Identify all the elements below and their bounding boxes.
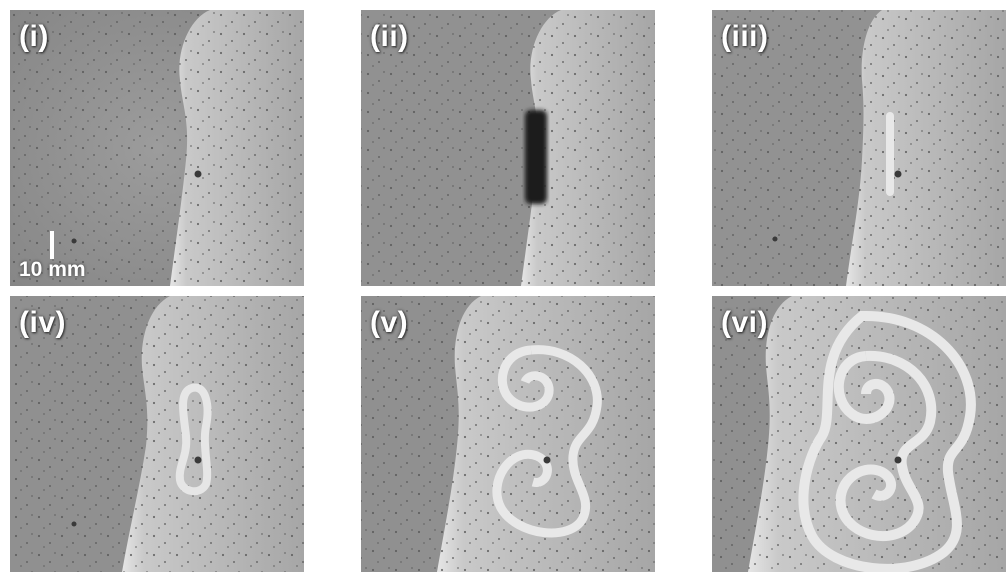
injection-point bbox=[894, 170, 902, 178]
panel-iii-image bbox=[712, 10, 1006, 286]
hook-front bbox=[175, 383, 212, 496]
panel-iii: (iii) bbox=[712, 10, 1006, 286]
scale-bar bbox=[50, 231, 54, 259]
panel-label: (ii) bbox=[370, 20, 409, 53]
particle-texture bbox=[712, 10, 1006, 286]
scale-bar-label: 10 mm bbox=[19, 258, 86, 281]
panel-label: (i) bbox=[19, 20, 49, 53]
panel-i-image bbox=[10, 10, 304, 286]
marker-dot bbox=[71, 238, 77, 244]
panel-label: (vi) bbox=[721, 306, 768, 339]
dark-injection-region bbox=[525, 110, 547, 204]
panel-ii-image bbox=[361, 10, 655, 286]
marker-dot bbox=[772, 236, 778, 242]
panel-iv-image bbox=[10, 296, 304, 572]
panel-ii: (ii) bbox=[361, 10, 655, 286]
particle-texture bbox=[361, 10, 655, 286]
spiral-pattern bbox=[798, 310, 976, 572]
particle-texture bbox=[10, 296, 304, 572]
injection-point bbox=[194, 456, 202, 464]
marker-dot bbox=[71, 521, 77, 527]
bright-streak bbox=[886, 112, 894, 196]
panel-label: (v) bbox=[370, 306, 409, 339]
injection-point bbox=[894, 456, 902, 464]
panel-label: (iii) bbox=[721, 20, 769, 53]
panel-vi: (vi) bbox=[712, 296, 1006, 572]
panel-vi-image bbox=[712, 296, 1006, 572]
panel-iv: (iv) bbox=[10, 296, 304, 572]
panel-i: (i) 10 mm bbox=[10, 10, 304, 286]
injection-point bbox=[194, 170, 202, 178]
particle-texture bbox=[10, 10, 304, 286]
panel-v: (v) bbox=[361, 296, 655, 572]
particle-texture bbox=[361, 296, 655, 572]
panel-label: (iv) bbox=[19, 306, 66, 339]
panel-v-image bbox=[361, 296, 655, 572]
injection-point bbox=[543, 456, 551, 464]
spiral-pattern bbox=[492, 345, 602, 538]
